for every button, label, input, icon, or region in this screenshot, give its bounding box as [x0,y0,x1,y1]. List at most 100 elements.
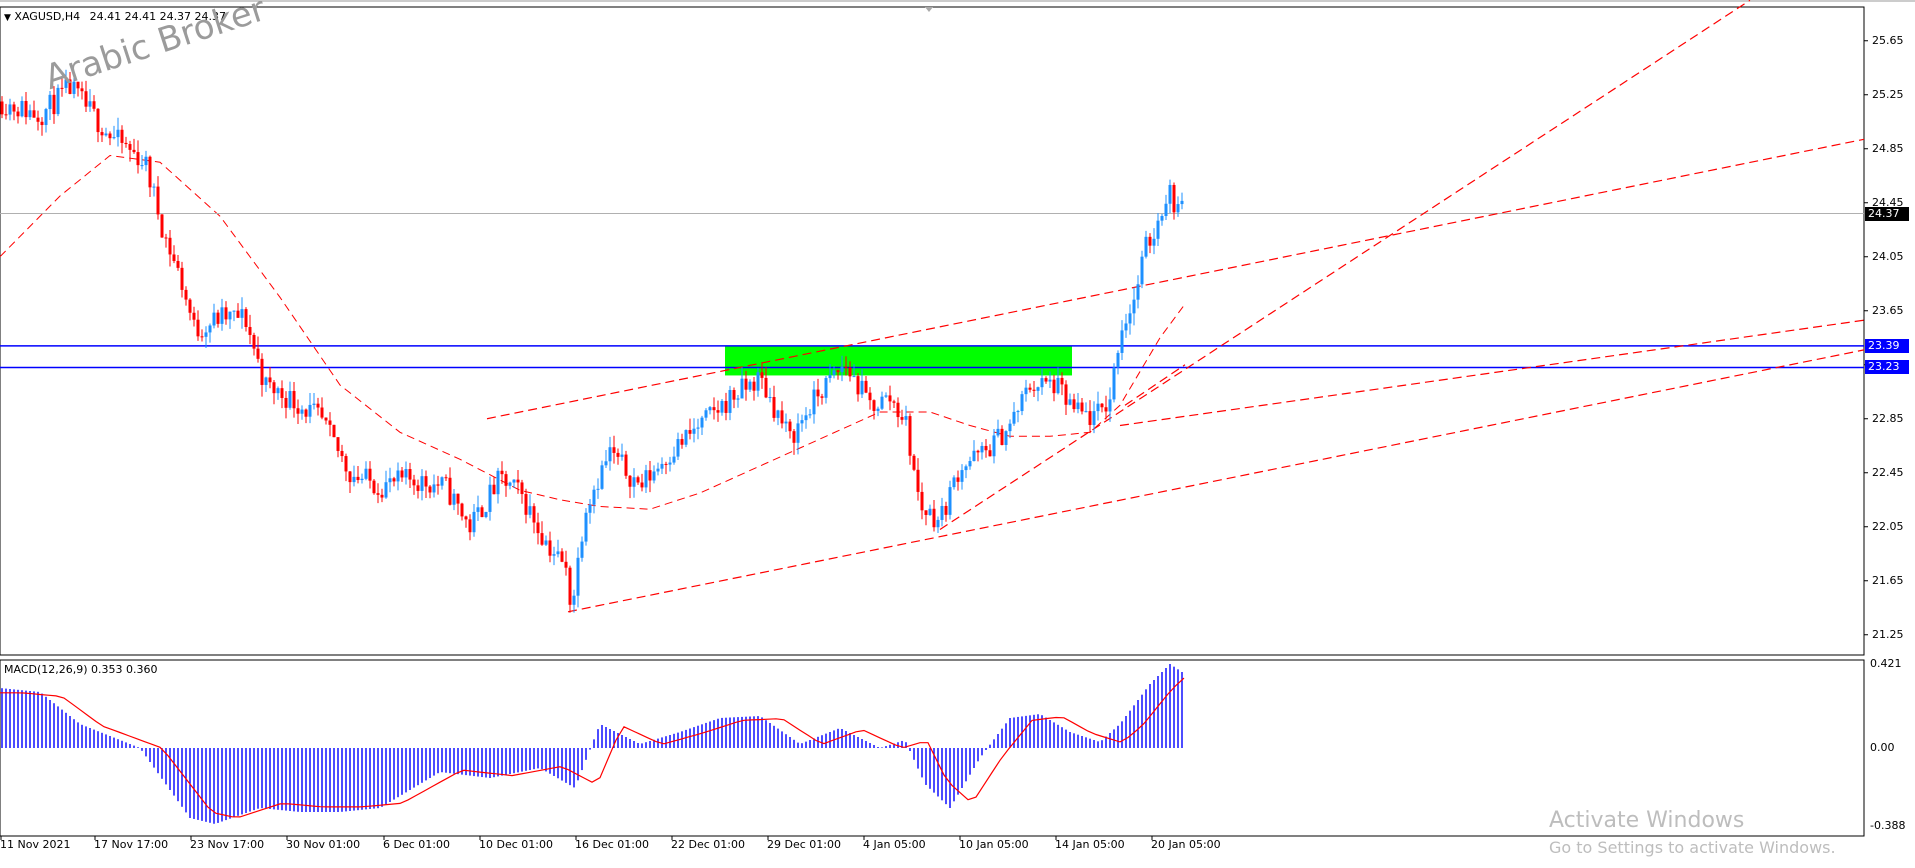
candle [1180,192,1184,210]
candle [60,76,64,97]
trendline-2[interactable] [486,138,1865,420]
candle [528,494,532,519]
candle [1012,402,1016,426]
candle [552,546,556,566]
candle [876,406,880,417]
candle [372,479,376,495]
candle [236,303,240,318]
candle [268,367,272,389]
candle [356,466,360,484]
candle [892,399,896,409]
candle [488,476,492,521]
candle [248,314,252,345]
candle [156,176,160,220]
time-label: 4 Jan 05:00 [863,838,926,851]
candle [864,376,868,394]
candle [52,86,56,124]
candle [660,457,664,474]
trendline-4[interactable] [1124,364,1186,406]
candle [596,478,600,499]
candle [228,311,232,329]
candle [32,100,36,118]
candle [1164,194,1168,221]
candle [676,432,680,461]
candle [576,547,580,608]
candle [532,503,536,534]
candle [412,474,416,495]
candle [848,361,852,382]
candle [512,479,516,489]
candle [1176,196,1180,217]
candle [8,98,12,121]
candle [868,387,872,410]
candle [452,488,456,511]
candle [524,488,528,524]
candle [232,310,236,322]
candle [76,81,80,97]
candle [616,448,620,465]
candle [328,412,332,437]
candle [320,397,324,420]
candle [104,127,108,137]
candle [36,110,40,131]
candle [288,381,292,410]
candle [952,475,956,490]
candle [796,413,800,455]
candle [800,414,804,432]
candle [756,367,760,397]
price-tick: 22.45 [1872,465,1904,479]
candle [72,71,76,99]
activate-windows-subtitle: Go to Settings to activate Windows. [1549,838,1836,857]
candle [16,106,20,124]
candle [608,436,612,471]
resistance-zone[interactable] [725,345,1072,376]
symbol-header[interactable]: ▼ XAGUSD,H4 24.41 24.41 24.37 24.37 [4,10,226,23]
candle [300,405,304,420]
candle [604,450,608,468]
candle [816,378,820,407]
activate-windows-title: Activate Windows [1549,808,1745,833]
candle [836,369,840,380]
price-tick: 23.65 [1872,303,1904,317]
pane-splitter-marker [925,7,933,12]
candle [1072,393,1076,413]
candle [620,443,624,461]
trendline-3[interactable] [939,0,1751,530]
candle [536,512,540,545]
candle [396,462,400,491]
candle [480,505,484,518]
candle [996,419,1000,438]
candle [1104,395,1108,420]
candle [1000,425,1004,446]
candle [824,376,828,404]
candle [1172,182,1176,220]
candle [1040,368,1044,395]
candle [852,364,856,378]
candle [284,391,288,419]
candle [148,155,152,198]
candle [360,473,364,484]
candle [928,504,932,516]
ohlc-values: 24.41 24.41 24.37 24.37 [89,10,227,23]
candle [1048,371,1052,389]
trendline-1[interactable] [567,349,1865,613]
candle [352,465,356,487]
candle [1152,228,1156,255]
candle [736,394,740,408]
candle [12,101,16,121]
candle [984,439,988,458]
candle [716,400,720,422]
candle [92,95,96,112]
candle [908,413,912,465]
candle [1100,402,1104,413]
candle [448,467,452,506]
candle [260,353,264,397]
candle [764,367,768,399]
candle [332,424,336,438]
candle [40,117,44,136]
candle [484,511,488,519]
candle [1120,320,1124,360]
triangle-down-icon[interactable]: ▼ [4,13,11,23]
